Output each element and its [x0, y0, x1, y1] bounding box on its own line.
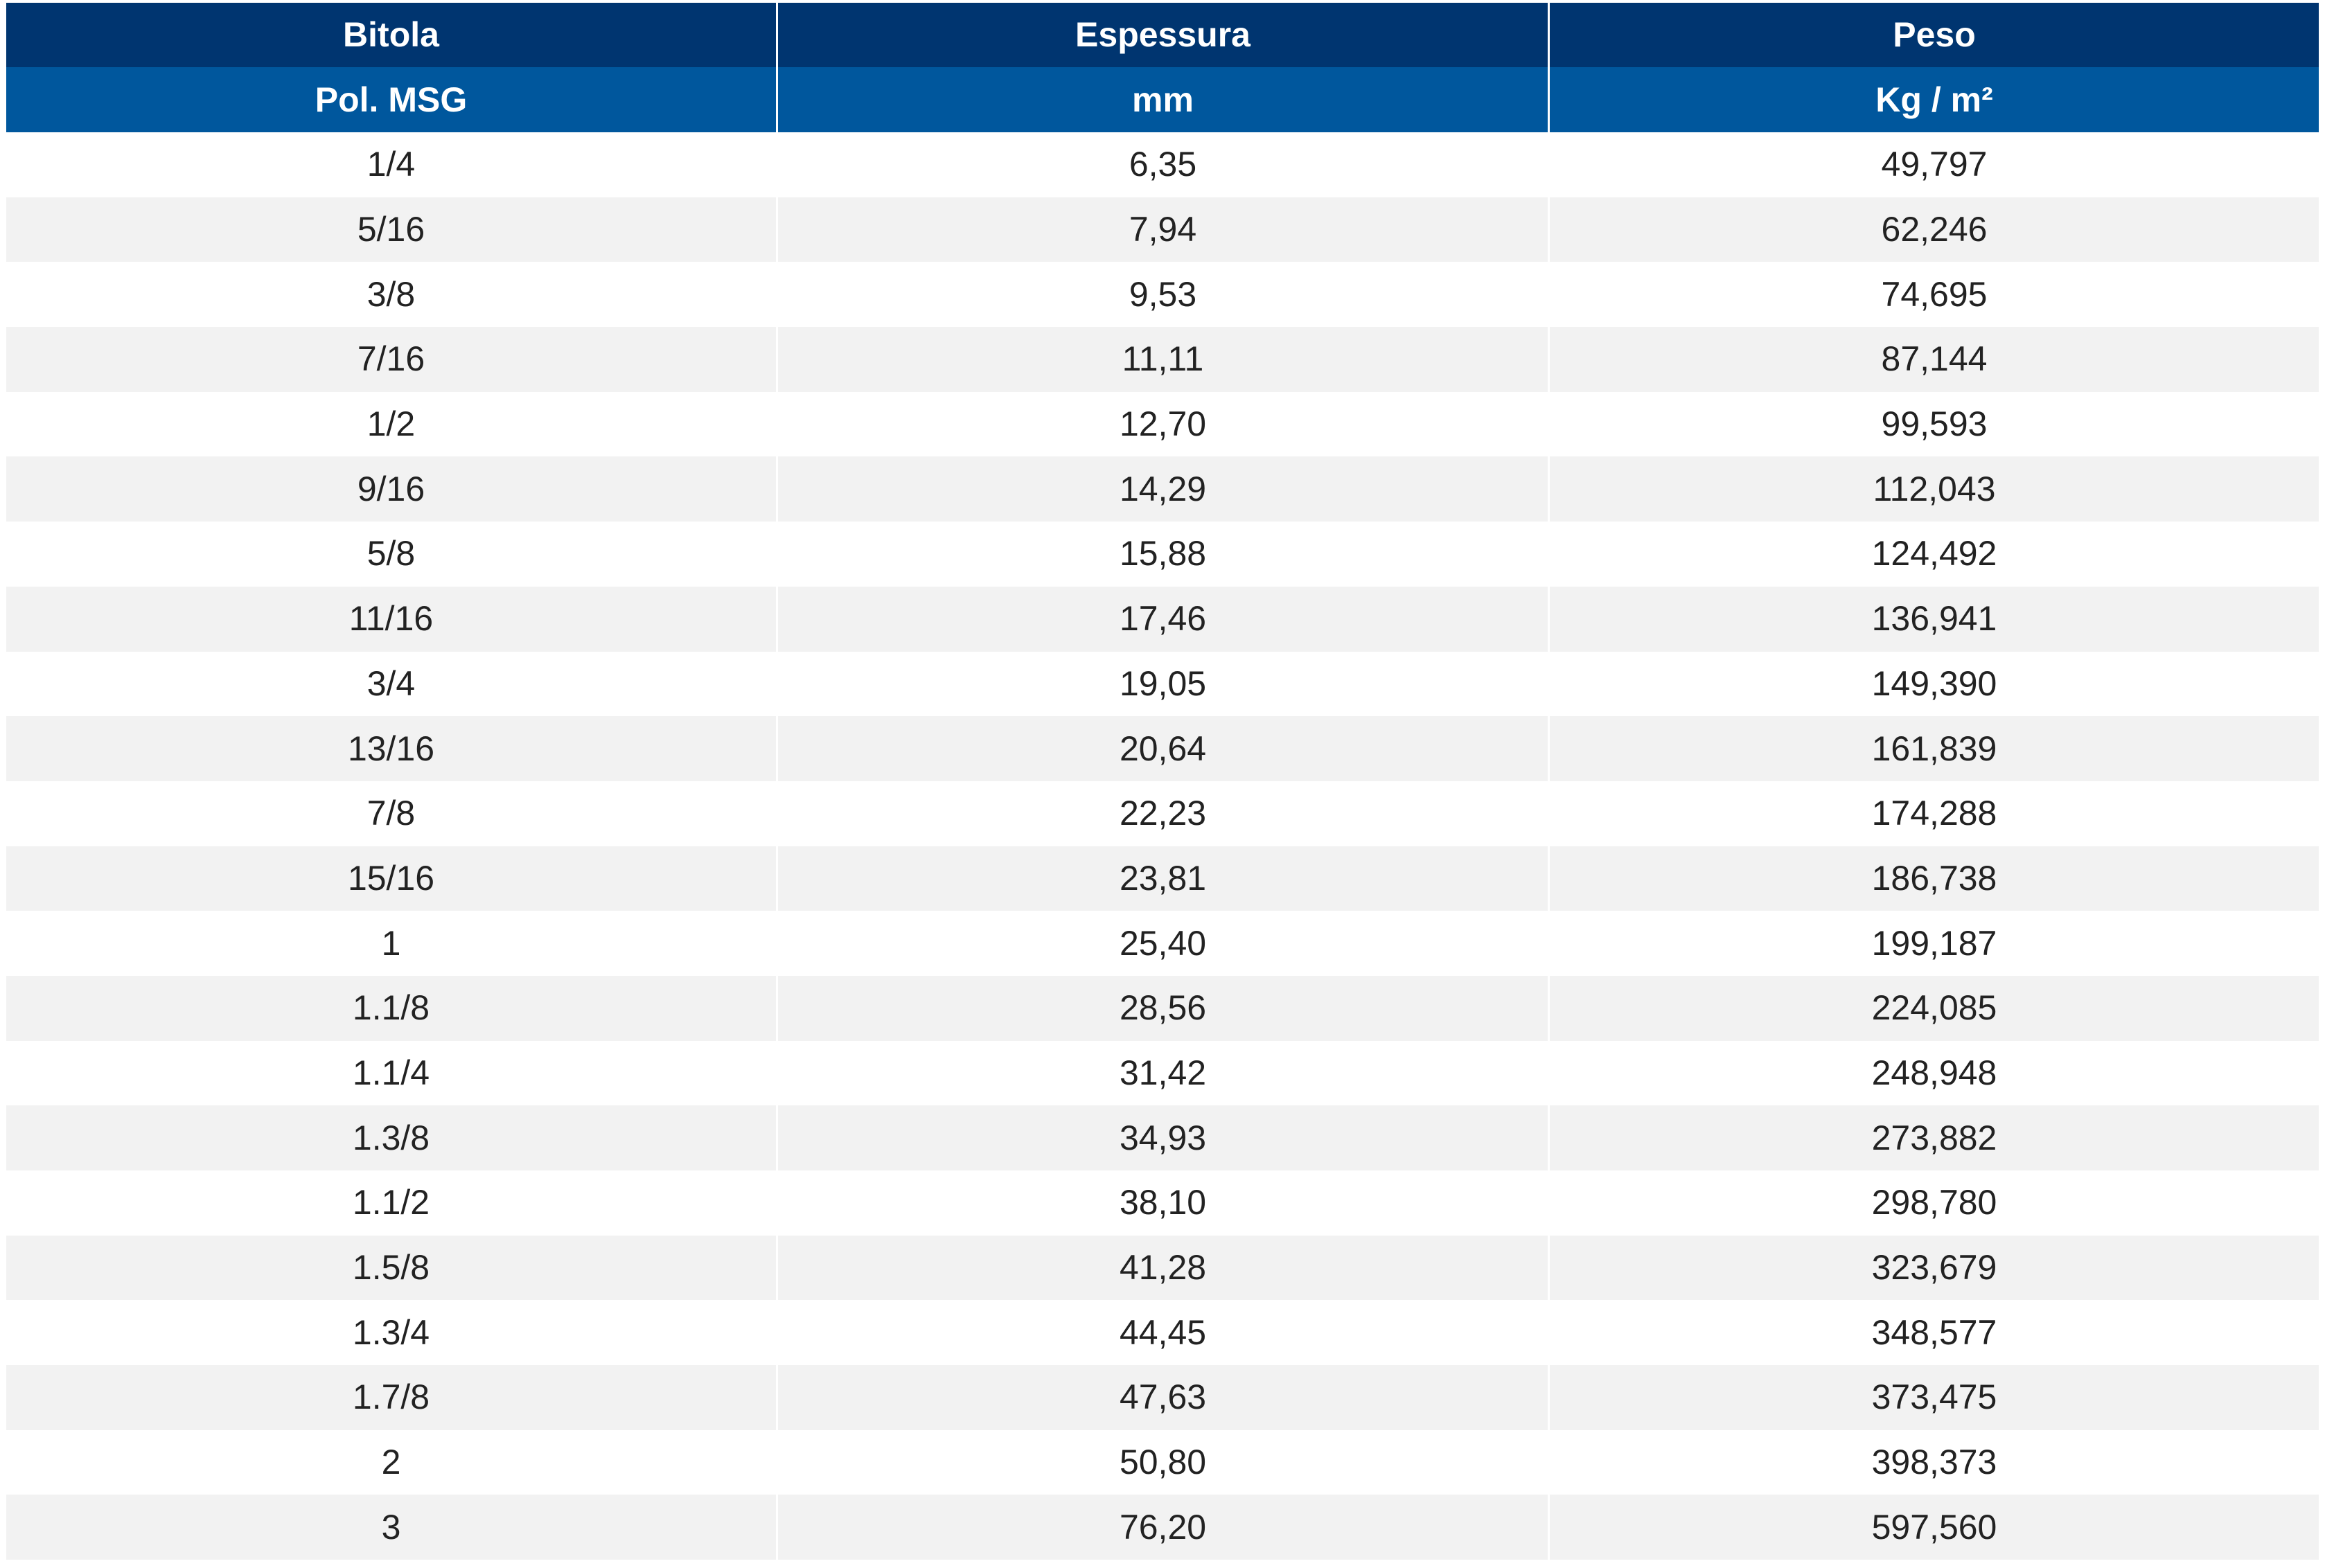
cell-bitola: 7/8	[6, 781, 778, 846]
cell-peso: 373,475	[1550, 1365, 2319, 1430]
header-bitola: Bitola	[6, 3, 778, 67]
cell-peso: 224,085	[1550, 975, 2319, 1041]
cell-espessura: 44,45	[778, 1300, 1550, 1366]
cell-espessura: 23,81	[778, 846, 1550, 911]
table-row: 9/16 14,29 112,043	[6, 456, 2319, 522]
cell-espessura: 50,80	[778, 1429, 1550, 1495]
table-row: 1 25,40 199,187	[6, 911, 2319, 976]
cell-espessura: 20,64	[778, 716, 1550, 781]
cell-espessura: 25,40	[778, 911, 1550, 976]
cell-espessura: 12,70	[778, 391, 1550, 457]
cell-bitola: 1.1/2	[6, 1170, 778, 1236]
cell-peso: 186,738	[1550, 846, 2319, 911]
cell-bitola: 1/4	[6, 132, 778, 197]
cell-espessura: 7,94	[778, 197, 1550, 262]
table-row: 3/4 19,05 149,390	[6, 651, 2319, 717]
header-peso: Peso	[1550, 3, 2319, 67]
cell-bitola: 11/16	[6, 586, 778, 652]
cell-bitola: 5/8	[6, 522, 778, 587]
table-row: 1/2 12,70 99,593	[6, 391, 2319, 457]
cell-espessura: 41,28	[778, 1235, 1550, 1301]
cell-espessura: 17,46	[778, 586, 1550, 652]
cell-peso: 199,187	[1550, 911, 2319, 976]
cell-bitola: 15/16	[6, 846, 778, 911]
cell-espessura: 31,42	[778, 1040, 1550, 1106]
cell-bitola: 1.7/8	[6, 1365, 778, 1430]
cell-peso: 149,390	[1550, 651, 2319, 717]
cell-peso: 74,695	[1550, 262, 2319, 328]
steel-plate-table: Bitola Espessura Peso Pol. MSG mm Kg / m…	[6, 3, 2319, 1560]
cell-espessura: 47,63	[778, 1365, 1550, 1430]
header-unit-kg-m2: Kg / m²	[1550, 67, 2319, 132]
cell-peso: 298,780	[1550, 1170, 2319, 1236]
cell-peso: 273,882	[1550, 1105, 2319, 1170]
cell-bitola: 3/8	[6, 262, 778, 328]
table-row: 3/8 9,53 74,695	[6, 262, 2319, 328]
cell-peso: 248,948	[1550, 1040, 2319, 1106]
cell-espessura: 22,23	[778, 781, 1550, 846]
table-row: 1/4 6,35 49,797	[6, 132, 2319, 197]
cell-peso: 348,577	[1550, 1300, 2319, 1366]
table-row: 1.7/8 47,63 373,475	[6, 1365, 2319, 1430]
cell-espessura: 6,35	[778, 132, 1550, 197]
table-row: 1.3/8 34,93 273,882	[6, 1105, 2319, 1170]
header-row-units: Pol. MSG mm Kg / m²	[6, 67, 2319, 132]
cell-bitola: 1.1/8	[6, 975, 778, 1041]
header-unit-pol-msg: Pol. MSG	[6, 67, 778, 132]
cell-espessura: 14,29	[778, 456, 1550, 522]
cell-espessura: 76,20	[778, 1495, 1550, 1560]
table-row: 11/16 17,46 136,941	[6, 586, 2319, 652]
cell-espessura: 11,11	[778, 327, 1550, 392]
cell-peso: 112,043	[1550, 456, 2319, 522]
cell-bitola: 2	[6, 1429, 778, 1495]
cell-peso: 124,492	[1550, 522, 2319, 587]
cell-espessura: 28,56	[778, 975, 1550, 1041]
cell-espessura: 9,53	[778, 262, 1550, 328]
cell-espessura: 15,88	[778, 522, 1550, 587]
cell-bitola: 13/16	[6, 716, 778, 781]
cell-peso: 174,288	[1550, 781, 2319, 846]
table-row: 5/16 7,94 62,246	[6, 197, 2319, 262]
cell-peso: 161,839	[1550, 716, 2319, 781]
cell-bitola: 1.3/8	[6, 1105, 778, 1170]
table-row: 1.1/8 28,56 224,085	[6, 975, 2319, 1041]
cell-peso: 62,246	[1550, 197, 2319, 262]
table-row: 1.1/2 38,10 298,780	[6, 1170, 2319, 1236]
table-row: 1.1/4 31,42 248,948	[6, 1040, 2319, 1106]
table-row: 7/8 22,23 174,288	[6, 781, 2319, 846]
cell-peso: 136,941	[1550, 586, 2319, 652]
table-row: 5/8 15,88 124,492	[6, 522, 2319, 587]
cell-bitola: 7/16	[6, 327, 778, 392]
table-row: 3 76,20 597,560	[6, 1495, 2319, 1560]
cell-bitola: 5/16	[6, 197, 778, 262]
table-row: 7/16 11,11 87,144	[6, 327, 2319, 392]
cell-bitola: 1.3/4	[6, 1300, 778, 1366]
cell-peso: 597,560	[1550, 1495, 2319, 1560]
cell-peso: 323,679	[1550, 1235, 2319, 1301]
cell-bitola: 1.1/4	[6, 1040, 778, 1106]
steel-plate-table-container: Bitola Espessura Peso Pol. MSG mm Kg / m…	[6, 3, 2319, 1560]
table-row: 15/16 23,81 186,738	[6, 846, 2319, 911]
table-body: 1/4 6,35 49,797 5/16 7,94 62,246 3/8 9,53 74,695…	[6, 132, 2319, 1560]
table-row: 13/16 20,64 161,839	[6, 716, 2319, 781]
cell-bitola: 9/16	[6, 456, 778, 522]
cell-bitola: 3/4	[6, 651, 778, 717]
header-espessura: Espessura	[778, 3, 1550, 67]
table-row: 2 50,80 398,373	[6, 1429, 2319, 1495]
cell-bitola: 1.5/8	[6, 1235, 778, 1301]
cell-espessura: 38,10	[778, 1170, 1550, 1236]
cell-bitola: 3	[6, 1495, 778, 1560]
cell-bitola: 1/2	[6, 391, 778, 457]
cell-espessura: 34,93	[778, 1105, 1550, 1170]
cell-bitola: 1	[6, 911, 778, 976]
table-row: 1.3/4 44,45 348,577	[6, 1300, 2319, 1366]
cell-peso: 87,144	[1550, 327, 2319, 392]
header-unit-mm: mm	[778, 67, 1550, 132]
cell-peso: 398,373	[1550, 1429, 2319, 1495]
header-row-top: Bitola Espessura Peso	[6, 3, 2319, 67]
cell-peso: 99,593	[1550, 391, 2319, 457]
cell-espessura: 19,05	[778, 651, 1550, 717]
table-row: 1.5/8 41,28 323,679	[6, 1235, 2319, 1301]
cell-peso: 49,797	[1550, 132, 2319, 197]
